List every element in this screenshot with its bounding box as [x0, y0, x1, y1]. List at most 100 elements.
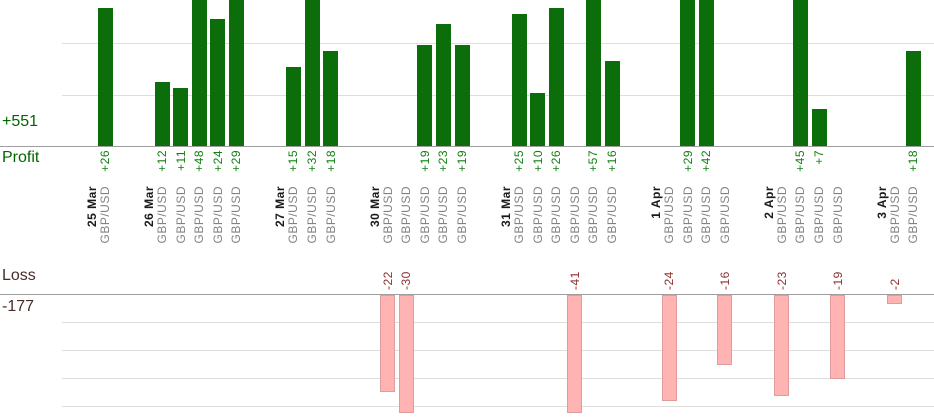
loss-bar [830, 295, 846, 379]
trade-date-label: 3 Apr [874, 186, 889, 219]
profit-bar [173, 87, 189, 146]
trade-symbol-label: GBP/USD [305, 186, 319, 244]
trade-symbol-label: GBP/USD [192, 186, 207, 244]
trade-profit-value: +19 [455, 150, 469, 172]
trade-profit-value: +19 [417, 150, 432, 172]
trade-profit-value: +18 [906, 150, 921, 172]
trade-date-label: 30 Mar [367, 186, 382, 228]
loss-bar [398, 295, 414, 413]
trade-symbol-label: GBP/USD [699, 186, 714, 244]
profit-bar [454, 45, 470, 146]
trade-symbol-label: GBP/USD [605, 186, 619, 244]
trade-symbol-label: GBP/USD [399, 186, 414, 244]
trade-symbol-label: GBP/USD [286, 186, 301, 244]
trade-symbol-label: GBP/USD [793, 186, 808, 244]
profit-axis-caption: Profit [2, 149, 40, 166]
trade-symbol-label: GBP/USD [512, 186, 526, 244]
loss-gridline [62, 378, 934, 379]
trade-symbol-label: GBP/USD [830, 186, 845, 244]
trade-symbol-label: GBP/USD [229, 186, 244, 244]
trade-symbol-label: GBP/USD [417, 186, 432, 244]
trade-profit-value: +32 [305, 150, 319, 172]
trade-symbol-label: GBP/USD [98, 186, 112, 244]
loss-bar [567, 295, 583, 413]
trade-symbol-label: GBP/USD [323, 186, 338, 244]
trade-loss-value: -23 [774, 271, 789, 290]
trade-symbol-label: GBP/USD [210, 186, 225, 244]
trade-symbol-label: GBP/USD [586, 186, 601, 244]
profit-bar [285, 66, 301, 146]
loss-gridline [62, 322, 934, 323]
trade-symbol-label: GBP/USD [549, 186, 564, 244]
profit-bar [154, 82, 170, 146]
trade-loss-value: -30 [399, 271, 414, 290]
profit-gridline [62, 95, 934, 96]
trade-profit-value: +10 [530, 150, 545, 172]
loss-gridline [62, 350, 934, 351]
trade-symbol-label: GBP/USD [155, 186, 169, 244]
trade-symbol-label: GBP/USD [455, 186, 469, 244]
trade-profit-value: +29 [229, 150, 244, 172]
trade-profit-value: +26 [549, 150, 564, 172]
trade-symbol-label: GBP/USD [173, 186, 188, 244]
trade-date-label: 31 Mar [499, 186, 513, 228]
trade-symbol-label: GBP/USD [680, 186, 695, 244]
trade-profit-value: +24 [210, 150, 225, 172]
profit-bar [511, 13, 527, 146]
trade-profit-value: +18 [323, 150, 338, 172]
trade-date-label: 25 Mar [85, 186, 99, 228]
trade-loss-value: -24 [662, 271, 676, 290]
trade-loss-value: -2 [887, 278, 902, 290]
profit-bar [680, 0, 696, 146]
trade-symbol-label: GBP/USD [530, 186, 545, 244]
trade-profit-value: +16 [605, 150, 619, 172]
loss-gridline [62, 406, 934, 407]
trade-profit-value: +42 [699, 150, 714, 172]
profit-bar [228, 0, 244, 146]
loss-bar [717, 295, 733, 366]
profit-bar [417, 45, 433, 146]
trade-date-label: 26 Mar [142, 186, 156, 228]
trade-symbol-label: GBP/USD [380, 186, 395, 244]
profit-bar [548, 8, 564, 146]
profit-bar [905, 50, 921, 146]
trade-loss-value: -19 [830, 271, 845, 290]
profit-bar [304, 0, 320, 146]
profit-bar [811, 108, 827, 146]
profit-bar [191, 0, 207, 146]
trade-loss-value: -22 [380, 271, 395, 290]
trade-symbol-label: GBP/USD [812, 186, 826, 244]
profit-total-label: +551 [2, 113, 39, 130]
profit-bar [530, 93, 546, 146]
profit-bar [604, 61, 620, 146]
trade-loss-value: -41 [567, 271, 582, 290]
trade-symbol-label: GBP/USD [717, 186, 732, 244]
trade-symbol-label: GBP/USD [567, 186, 582, 244]
trade-profit-value: +15 [286, 150, 301, 172]
trade-symbol-label: GBP/USD [887, 186, 902, 244]
profit-bar [698, 0, 714, 146]
profit-gridline [62, 43, 934, 44]
loss-bar [380, 295, 396, 392]
trade-symbol-label: GBP/USD [662, 186, 676, 244]
trade-symbol-label: GBP/USD [774, 186, 789, 244]
profit-baseline [0, 146, 934, 147]
trade-date-label: 27 Mar [273, 186, 288, 228]
trade-date-label: 2 Apr [761, 186, 776, 219]
trade-profit-value: +45 [793, 150, 808, 172]
loss-bar [887, 295, 903, 304]
loss-bar [661, 295, 677, 401]
trade-profit-value: +57 [586, 150, 601, 172]
trade-symbol-label: GBP/USD [906, 186, 921, 244]
trade-profit-value: +7 [812, 150, 826, 165]
profit-bar [210, 18, 226, 146]
trade-profit-value: +29 [680, 150, 695, 172]
trade-profit-value: +48 [192, 150, 207, 172]
profit-bar [585, 0, 601, 146]
profit-bar [323, 50, 339, 146]
profit-bar [97, 8, 113, 146]
trade-date-label: 1 Apr [649, 186, 663, 219]
loss-axis-caption: Loss [2, 267, 36, 284]
trade-profit-value: +23 [436, 150, 451, 172]
